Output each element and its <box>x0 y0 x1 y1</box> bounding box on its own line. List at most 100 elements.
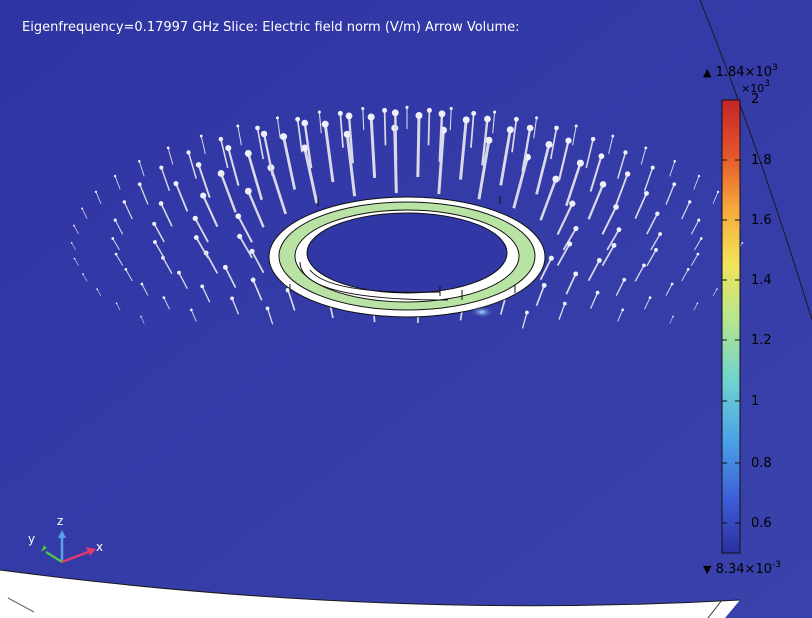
field-arrow-head <box>230 296 234 301</box>
field-arrow <box>438 113 444 162</box>
field-arrow-head <box>611 242 617 248</box>
field-arrow <box>160 167 171 192</box>
field-arrow <box>178 272 188 289</box>
field-arrow-head <box>673 160 677 163</box>
field-arrow-head <box>462 116 470 124</box>
field-arrow-head <box>535 116 539 120</box>
field-arrow <box>712 288 718 297</box>
field-arrow <box>556 203 574 236</box>
field-arrow-head <box>250 277 256 283</box>
axis-z-label: z <box>57 514 64 528</box>
field-arrow <box>339 113 344 148</box>
field-arrow <box>539 257 553 281</box>
colorbar-tick-label: 1.2 <box>751 333 772 348</box>
field-arrow <box>303 147 319 204</box>
field-arrow-head <box>236 124 240 128</box>
field-arrow-head <box>124 268 128 271</box>
field-arrow <box>303 122 313 169</box>
field-arrow <box>282 136 297 190</box>
field-arrow <box>601 206 617 235</box>
field-arrow-head <box>301 119 309 127</box>
field-arrow <box>693 175 700 190</box>
field-arrow-head <box>611 134 615 138</box>
field-arrow <box>139 184 149 205</box>
field-arrow-head <box>321 120 329 128</box>
field-arrow <box>585 138 594 169</box>
field-arrow <box>549 127 558 160</box>
field-arrow-head <box>552 175 560 183</box>
field-arrow <box>153 223 165 243</box>
field-arrow-head <box>159 165 164 170</box>
field-arrow <box>681 269 689 282</box>
field-arrow <box>96 288 102 297</box>
field-arrow <box>617 309 624 322</box>
field-arrow <box>492 112 496 134</box>
field-arrow-head <box>616 227 622 233</box>
field-arrow <box>556 243 571 266</box>
field-arrow-head <box>111 237 115 240</box>
colorbar-tick-label: 1 <box>751 394 760 409</box>
multiplier-base: ×10 <box>741 82 765 95</box>
colorbar-min-value: 8.34×10 <box>715 562 772 577</box>
field-arrow-head <box>525 310 529 315</box>
field-arrow <box>449 108 452 131</box>
field-arrow-head <box>650 165 655 170</box>
field-arrow <box>73 225 79 235</box>
field-arrow <box>693 303 698 311</box>
multiplier-exp: 3 <box>764 79 770 89</box>
colorbar-tick-label: 1.6 <box>751 213 772 228</box>
field-arrow <box>712 191 719 204</box>
field-arrow-head <box>621 308 625 312</box>
boundary-line <box>699 0 812 321</box>
field-arrow <box>114 219 124 235</box>
field-arrow <box>477 139 491 200</box>
field-arrow <box>262 133 274 176</box>
max-triangle-icon: ▲ <box>703 66 712 79</box>
field-arrow-head <box>345 112 353 120</box>
field-arrow-head <box>688 200 692 204</box>
field-arrow <box>287 289 296 311</box>
field-arrow <box>114 175 121 190</box>
field-arrow-head <box>361 106 365 111</box>
field-arrow <box>138 161 145 177</box>
field-arrow-head <box>199 134 203 138</box>
field-arrow-head <box>672 315 674 318</box>
field-arrow <box>646 213 659 235</box>
field-arrow-head <box>648 296 652 299</box>
coil-ring <box>268 196 546 318</box>
field-arrow <box>323 123 335 183</box>
field-arrow <box>511 119 518 153</box>
field-arrow <box>160 203 173 227</box>
field-arrow-head <box>193 235 199 240</box>
field-arrow <box>615 279 625 296</box>
field-arrow-head <box>73 257 76 260</box>
field-arrow-head <box>295 116 301 122</box>
field-arrow-head <box>137 160 141 163</box>
field-arrow <box>640 147 647 165</box>
field-arrow-head <box>590 136 596 142</box>
field-arrow <box>587 183 605 220</box>
field-arrow-head <box>598 153 605 160</box>
field-arrow-head <box>715 288 718 290</box>
field-arrow <box>562 228 577 251</box>
colorbar-tick-label: 1.8 <box>751 153 772 168</box>
field-arrow-head <box>115 302 118 305</box>
field-arrow <box>116 303 121 311</box>
field-arrow-head <box>697 174 701 178</box>
field-arrow <box>665 184 675 205</box>
field-arrow <box>383 110 387 146</box>
field-arrow <box>202 195 219 228</box>
field-arrow-head <box>158 201 164 206</box>
field-arrow <box>634 193 648 220</box>
field-arrow <box>681 201 691 220</box>
field-arrow <box>499 129 512 186</box>
field-arrow <box>416 115 421 178</box>
field-arrow-head <box>716 190 720 194</box>
field-arrow-head <box>255 125 260 131</box>
field-arrow <box>345 134 357 197</box>
field-arrow <box>557 140 570 181</box>
field-arrow-head <box>513 116 519 122</box>
field-arrow <box>589 292 599 309</box>
